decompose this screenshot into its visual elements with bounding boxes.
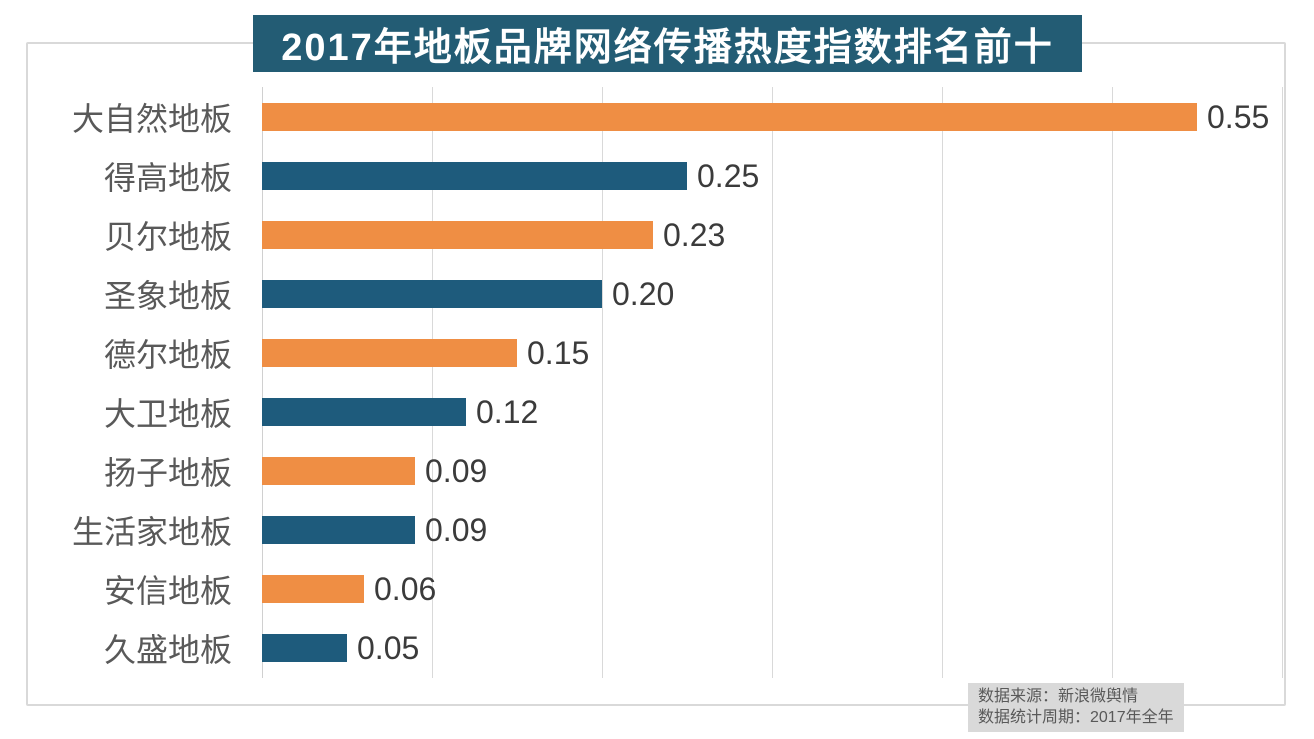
gridline [772, 87, 773, 678]
gridline [942, 87, 943, 678]
bar [262, 279, 602, 308]
bar-row: 0.09 [262, 442, 1282, 501]
bar [262, 398, 466, 427]
bar [262, 102, 1197, 131]
plot-area: 0.55 0.25 0.23 0.20 0.15 0.12 0.09 0.09 0.06 0.05 [262, 87, 1283, 678]
category-label: 大自然地板 [71, 100, 232, 137]
bar-value-label: 0.05 [357, 630, 420, 667]
bar [262, 220, 653, 249]
category-label: 得高地板 [103, 159, 232, 196]
gridline [1112, 87, 1113, 678]
bar-row: 0.09 [262, 501, 1282, 560]
bar-row: 0.23 [262, 205, 1282, 264]
bar-value-label: 0.25 [697, 157, 760, 194]
bar-value-label: 0.09 [425, 512, 488, 549]
bar-row: 0.05 [262, 619, 1282, 678]
data-period-line: 数据统计周期：2017年全年 [978, 709, 1174, 726]
data-source-box: 数据来源：新浪微舆情 数据统计周期：2017年全年 [968, 683, 1184, 732]
category-axis-labels: 大自然地板得高地板贝尔地板圣象地板德尔地板大卫地板扬子地板生活家地板安信地板久盛… [0, 87, 240, 678]
category-label: 大卫地板 [103, 396, 232, 433]
chart-title: 2017年地板品牌网络传播热度指数排名前十 [281, 27, 1054, 69]
bar-value-label: 0.23 [663, 216, 726, 253]
bar [262, 516, 415, 545]
value-axis-line [262, 87, 263, 678]
bar [262, 634, 347, 663]
data-source-line: 数据来源：新浪微舆情 [978, 688, 1139, 705]
bar [262, 457, 415, 486]
bar-row: 0.55 [262, 87, 1282, 146]
bar-row: 0.15 [262, 323, 1282, 382]
category-label: 生活家地板 [71, 514, 232, 551]
bar-row: 0.25 [262, 146, 1282, 205]
gridline [602, 87, 603, 678]
category-label: 圣象地板 [103, 277, 232, 314]
bar-value-label: 0.12 [476, 394, 539, 431]
gridline [1282, 87, 1283, 678]
bar-value-label: 0.20 [612, 275, 675, 312]
bar-value-label: 0.06 [374, 571, 437, 608]
category-label: 贝尔地板 [103, 218, 232, 255]
bar-row: 0.12 [262, 382, 1282, 441]
category-label: 德尔地板 [103, 336, 232, 373]
bar-value-label: 0.55 [1207, 98, 1270, 135]
category-label: 久盛地板 [103, 632, 232, 669]
chart-frame-border [26, 42, 1286, 706]
bar [262, 338, 517, 367]
gridline [432, 87, 433, 678]
category-label: 安信地板 [103, 573, 232, 610]
bar-value-label: 0.09 [425, 453, 488, 490]
bar-value-label: 0.15 [527, 334, 590, 371]
bar-row: 0.06 [262, 560, 1282, 619]
bar-rows: 0.55 0.25 0.23 0.20 0.15 0.12 0.09 0.09 0.06 0.05 [262, 87, 1282, 678]
bar [262, 161, 687, 190]
bar-row: 0.20 [262, 264, 1282, 323]
category-label: 扬子地板 [103, 455, 232, 492]
bar [262, 575, 364, 604]
chart-title-banner: 2017年地板品牌网络传播热度指数排名前十 [253, 15, 1082, 72]
